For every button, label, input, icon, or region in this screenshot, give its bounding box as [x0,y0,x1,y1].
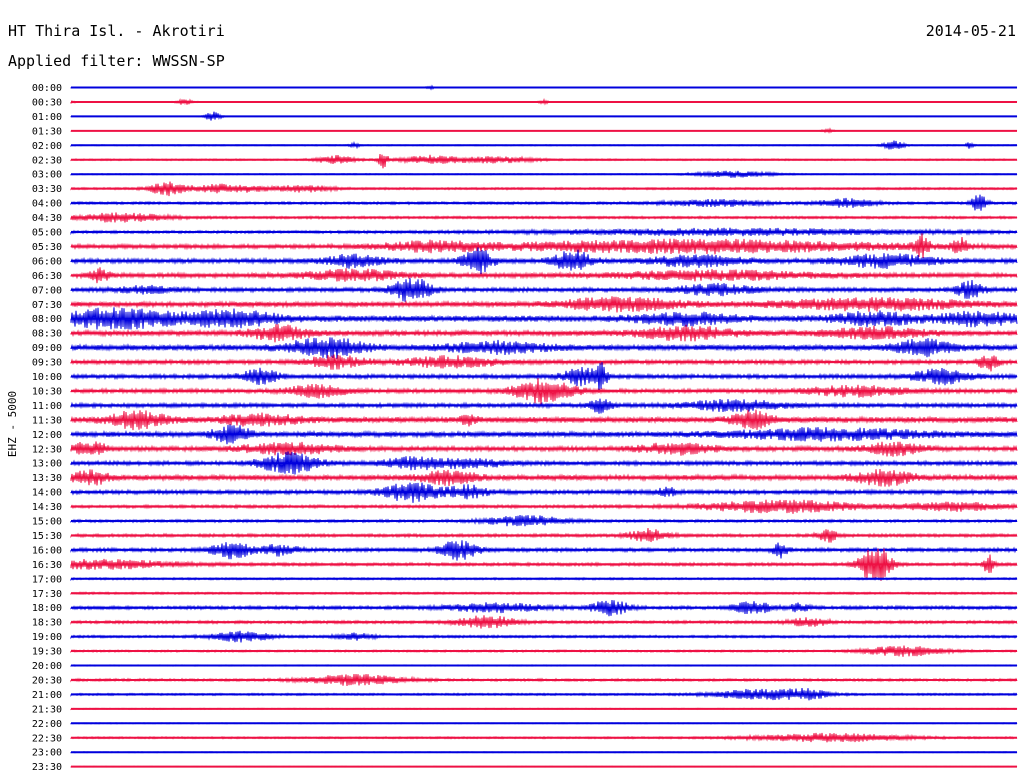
time-tick-label: 16:30 [32,560,62,571]
time-tick-label: 23:30 [32,762,62,773]
time-tick-label: 20:00 [32,661,62,672]
time-tick-label: 12:30 [32,444,62,455]
time-tick-label: 16:00 [32,545,62,556]
time-tick-label: 01:00 [32,112,62,123]
time-tick-label: 06:00 [32,256,62,267]
time-tick-label: 20:30 [32,675,62,686]
time-tick-label: 07:00 [32,285,62,296]
time-tick-label: 00:30 [32,97,62,108]
time-tick-label: 14:30 [32,502,62,513]
time-tick-label: 05:30 [32,242,62,253]
time-tick-label: 15:00 [32,517,62,528]
time-tick-label: 08:00 [32,314,62,325]
time-tick-label: 00:00 [32,83,62,94]
time-tick-label: 11:30 [32,415,62,426]
time-tick-label: 03:00 [32,170,62,181]
time-tick-label: 13:00 [32,459,62,470]
time-tick-label: 15:30 [32,531,62,542]
time-tick-label: 19:00 [32,632,62,643]
time-tick-label: 22:00 [32,719,62,730]
time-tick-label: 03:30 [32,184,62,195]
filter-subtitle: Applied filter: WWSSN-SP [8,52,225,70]
time-tick-label: 05:00 [32,228,62,239]
time-tick-label: 19:30 [32,647,62,658]
time-tick-label: 08:30 [32,329,62,340]
time-tick-label: 12:00 [32,430,62,441]
time-tick-label: 23:00 [32,748,62,759]
time-tick-label: 09:30 [32,358,62,369]
time-tick-label: 17:30 [32,589,62,600]
time-tick-label: 06:30 [32,271,62,282]
trace-rows: 00:00 00:30 01:00 01:30 02:00 02:30 03:00 03:30… [32,83,1018,773]
time-tick-label: 11:00 [32,401,62,412]
time-tick-label: 14:00 [32,488,62,499]
station-title: HT Thira Isl. - Akrotiri [8,22,225,40]
channel-label: EHZ - 5000 [6,391,19,457]
time-tick-label: 17:00 [32,574,62,585]
time-tick-label: 10:30 [32,386,62,397]
time-tick-label: 10:00 [32,372,62,383]
time-tick-label: 21:30 [32,704,62,715]
time-tick-label: 04:30 [32,213,62,224]
time-tick-label: 18:30 [32,618,62,629]
time-tick-label: 01:30 [32,126,62,137]
time-tick-label: 22:30 [32,733,62,744]
record-date: 2014-05-21 [926,22,1016,40]
time-tick-label: 02:30 [32,155,62,166]
time-tick-label: 04:00 [32,199,62,210]
time-tick-label: 13:30 [32,473,62,484]
time-tick-label: 09:00 [32,343,62,354]
time-tick-label: 18:00 [32,603,62,614]
trace-line [70,154,1018,169]
time-tick-label: 21:00 [32,690,62,701]
time-tick-label: 02:00 [32,141,62,152]
time-tick-label: 07:30 [32,300,62,311]
